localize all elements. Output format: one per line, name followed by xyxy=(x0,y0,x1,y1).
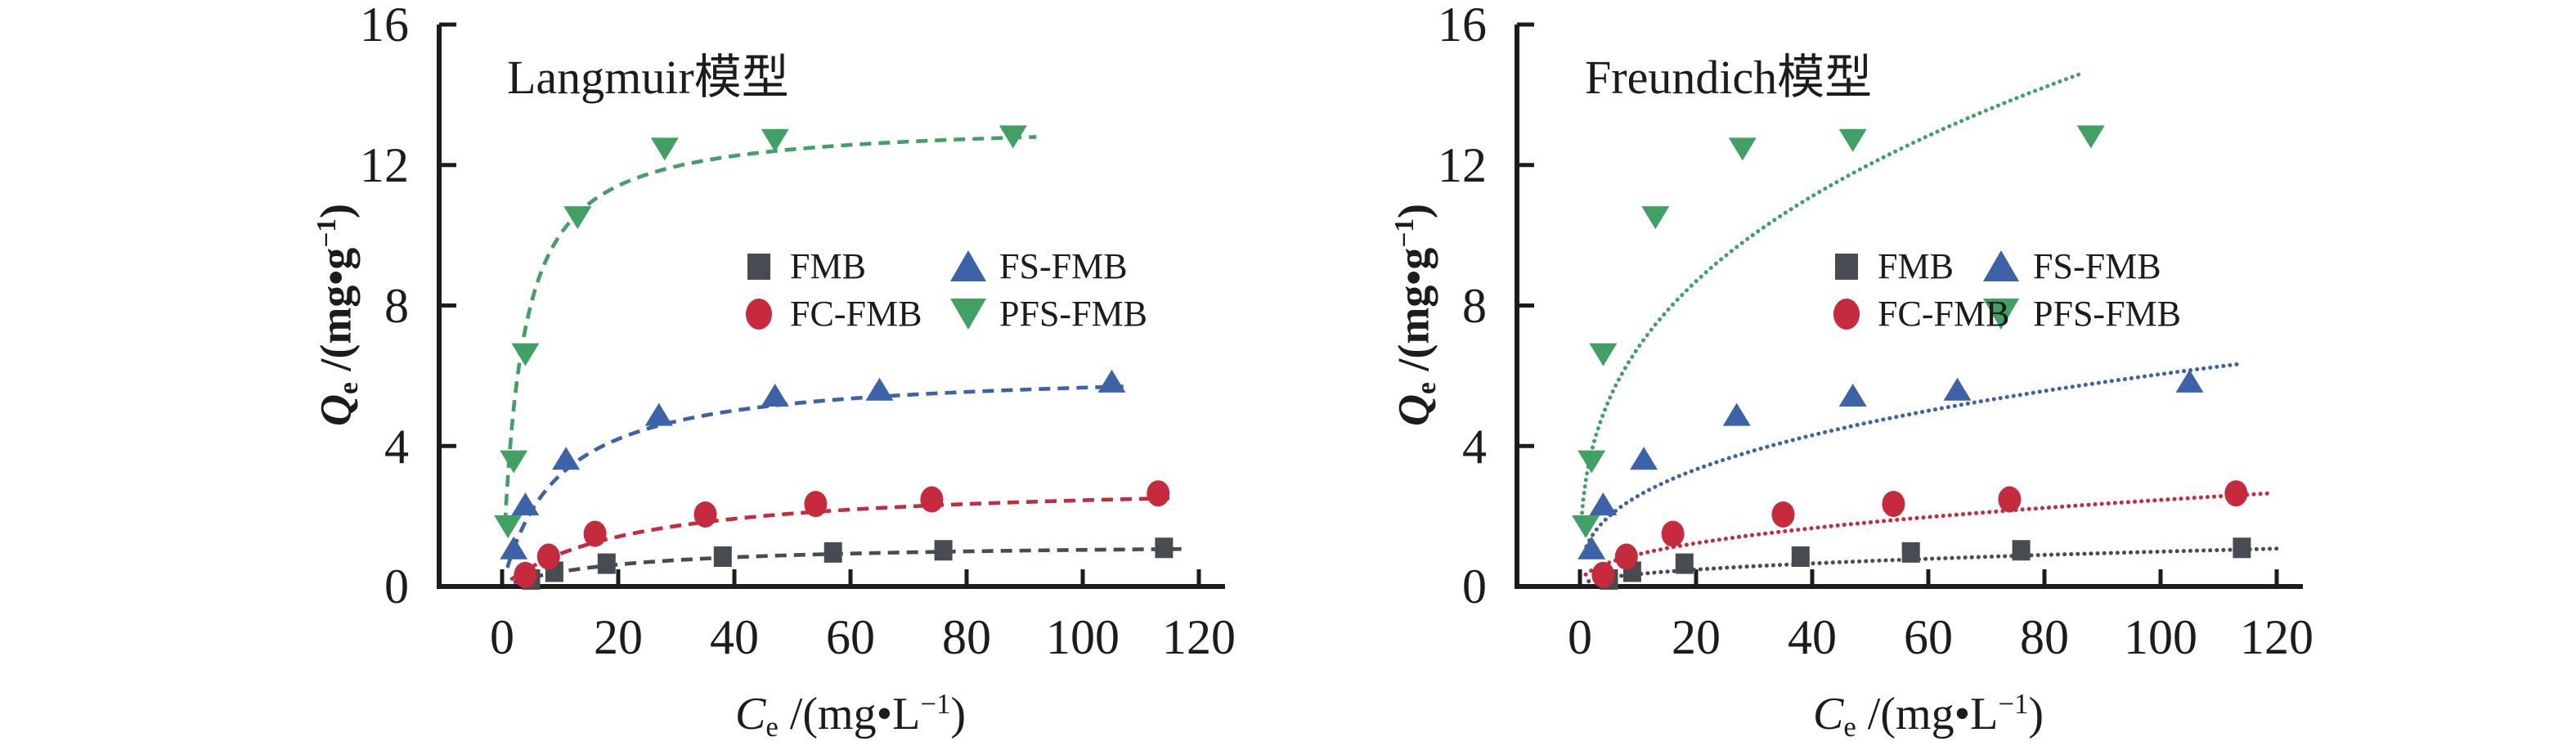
x-axis-sub: e xyxy=(1843,710,1856,743)
chart-title-freundlich: Freundich模型 xyxy=(1585,51,1873,104)
x-tick-label: 0 xyxy=(1568,610,1592,664)
y-tick-label: 0 xyxy=(384,560,409,613)
legend-label-pfs-fmb: PFS-FMB xyxy=(999,294,1148,334)
x-tick-label: 40 xyxy=(710,610,759,664)
y-tick-label: 12 xyxy=(360,138,409,192)
x-tick-label: 20 xyxy=(594,610,643,664)
x-axis-units: /(mg•L xyxy=(778,689,921,740)
y-axis-var: Q xyxy=(311,394,361,427)
x-axis-exp: −1 xyxy=(1998,688,2029,720)
y-tick-label: 16 xyxy=(360,0,409,52)
legend-label-fs-fmb: FS-FMB xyxy=(2033,246,2161,286)
legend-label-pfs-fmb: PFS-FMB xyxy=(2033,294,2182,334)
x-axis-var: C xyxy=(735,689,766,740)
y-axis-close: ) xyxy=(1389,203,1438,218)
legend-label-fc-fmb: FC-FMB xyxy=(790,294,922,334)
x-tick-label: 120 xyxy=(2240,610,2313,664)
y-axis-exp: −1 xyxy=(312,218,342,248)
legend-label-fmb: FMB xyxy=(1878,246,1954,286)
x-axis-close: ) xyxy=(2028,689,2044,740)
y-axis-exp: −1 xyxy=(1389,218,1420,248)
y-tick-label: 8 xyxy=(1462,279,1487,333)
x-tick-label: 120 xyxy=(1162,610,1236,664)
legend-label-fc-fmb: FC-FMB xyxy=(1878,294,2010,334)
x-axis-units: /(mg•L xyxy=(1856,689,1999,740)
y-axis-label: Qe /(mg•g−1) xyxy=(300,70,363,560)
y-tick-label: 12 xyxy=(1438,138,1487,192)
y-axis-close: ) xyxy=(311,203,361,218)
x-axis-exp: −1 xyxy=(920,688,951,720)
x-axis-label: Ce /(mg•L−1) xyxy=(1813,677,2044,746)
x-axis-label: Ce /(mg•L−1) xyxy=(735,677,966,746)
x-axis-var: C xyxy=(1813,689,1844,740)
y-axis-var: Q xyxy=(1389,394,1438,427)
x-tick-label: 20 xyxy=(1672,610,1721,664)
y-tick-label: 0 xyxy=(1462,560,1487,613)
y-axis-label: Qe /(mg•g−1) xyxy=(1378,70,1441,560)
y-tick-label: 4 xyxy=(1462,420,1487,474)
x-tick-label: 40 xyxy=(1788,610,1837,664)
y-axis-sub: e xyxy=(333,382,364,395)
y-tick-label: 8 xyxy=(384,279,409,333)
legend-label-fs-fmb: FS-FMB xyxy=(999,246,1128,286)
x-tick-label: 0 xyxy=(490,610,514,664)
x-tick-label: 100 xyxy=(1046,610,1120,664)
y-tick-label: 4 xyxy=(384,420,409,474)
x-tick-label: 80 xyxy=(2020,610,2069,664)
y-axis-units: /(mg•g xyxy=(1389,247,1438,383)
y-tick-label: 16 xyxy=(1438,0,1487,52)
y-axis-units: /(mg•g xyxy=(311,247,361,383)
y-axis-sub: e xyxy=(1411,382,1442,395)
x-tick-label: 80 xyxy=(942,610,991,664)
chart-title-langmuir: Langmuir模型 xyxy=(507,51,789,104)
x-tick-label: 100 xyxy=(2124,610,2197,664)
x-tick-label: 60 xyxy=(826,610,875,664)
x-axis-sub: e xyxy=(765,710,779,743)
x-axis-close: ) xyxy=(950,689,966,740)
legend-label-fmb: FMB xyxy=(790,246,866,286)
x-tick-label: 60 xyxy=(1904,610,1953,664)
